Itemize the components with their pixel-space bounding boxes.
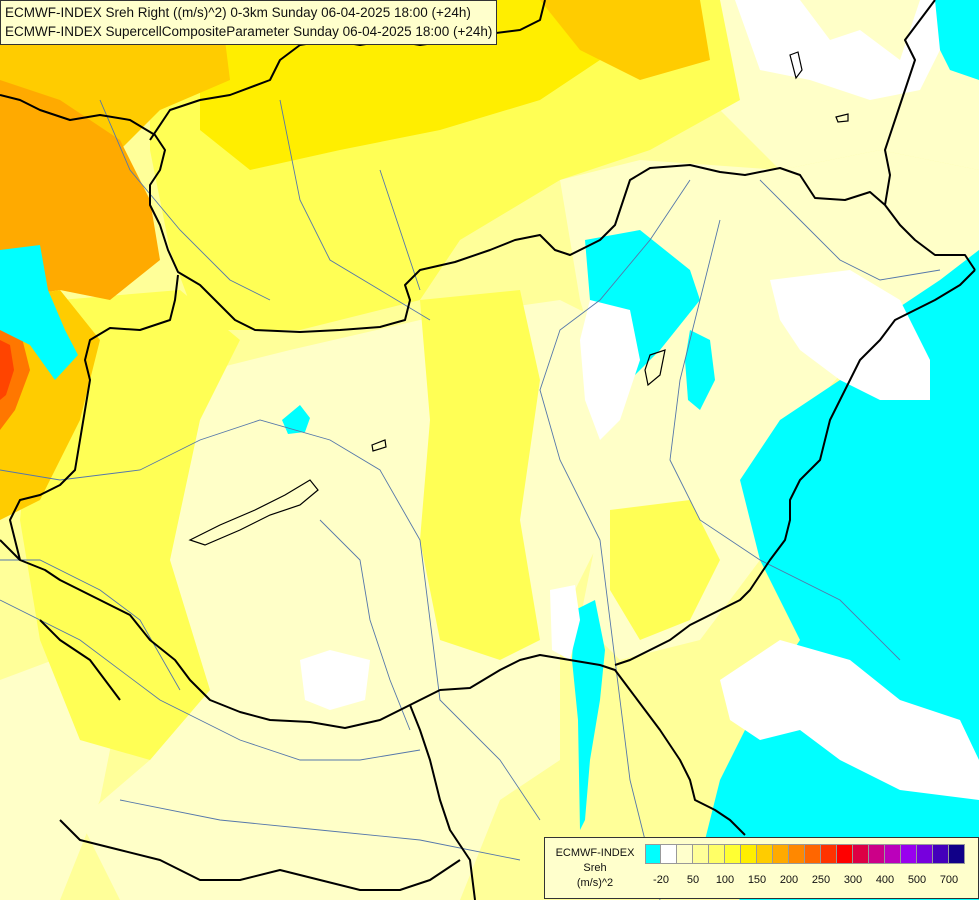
legend-ticks: -20 50 100 150 200 250 300 400 500 700 — [645, 874, 965, 890]
lake-northeast-2 — [835, 113, 849, 123]
legend-unit: (m/s)^2 — [576, 877, 614, 889]
field-white-south-center — [300, 650, 370, 710]
border-south — [59, 819, 461, 891]
legend-swatch — [645, 844, 661, 864]
legend-swatch — [837, 844, 853, 864]
legend-swatch — [821, 844, 837, 864]
border-east — [614, 269, 976, 666]
river-danube — [0, 419, 541, 821]
river-east-2 — [759, 179, 941, 281]
map-title-line-2: ECMWF-INDEX SupercellCompositeParameter … — [5, 24, 493, 39]
legend-tick-label: 250 — [811, 874, 831, 886]
river-north-2 — [379, 169, 421, 291]
border-northeast — [884, 0, 936, 206]
legend-swatch — [709, 844, 725, 864]
field-cyan-lake — [282, 405, 310, 434]
field-yellow-central-strip — [420, 290, 540, 660]
lake-balaton — [188, 479, 319, 546]
legend-tick-label: -20 — [653, 874, 669, 886]
field-yellow-southeast-cell — [610, 500, 720, 640]
legend-swatch — [901, 844, 917, 864]
legend-swatch — [853, 844, 869, 864]
river-south — [119, 799, 521, 861]
field-white-south-edge — [550, 585, 580, 660]
legend-swatch — [677, 844, 693, 864]
legend-tick-label: 400 — [875, 874, 895, 886]
map-title-line-1: ECMWF-INDEX Sreh Right ((m/s)^2) 0-3km S… — [5, 5, 471, 20]
legend-swatch — [741, 844, 757, 864]
lake-northeast — [789, 51, 803, 80]
field-white-northeast — [735, 0, 940, 100]
river-tisza — [539, 179, 691, 900]
field-white-east-mid — [580, 300, 640, 440]
legend-swatch — [869, 844, 885, 864]
river-east — [669, 219, 901, 661]
border-south-west-2 — [0, 539, 121, 701]
legend-swatches — [645, 844, 965, 864]
legend-swatch — [949, 844, 965, 864]
legend-swatch — [933, 844, 949, 864]
legend-swatch — [693, 844, 709, 864]
legend-text: ECMWF-INDEX Sreh (m/s)^2 — [547, 846, 643, 891]
field-red-orange-west — [0, 340, 14, 400]
border-north — [0, 94, 976, 333]
river-southwest — [0, 599, 421, 761]
legend-tick-label: 100 — [715, 874, 735, 886]
rivers — [0, 99, 941, 900]
map-title-box: ECMWF-INDEX Sreh Right ((m/s)^2) 0-3km S… — [0, 0, 498, 45]
border-southwest — [409, 704, 476, 900]
legend-tick-label: 150 — [747, 874, 767, 886]
field-cyan-strip — [685, 330, 715, 410]
legend-swatch — [917, 844, 933, 864]
field-white-east-ring — [770, 270, 930, 400]
color-legend: ECMWF-INDEX Sreh (m/s)^2 -20 50 100 150 200 2… — [544, 837, 979, 899]
field-cyan-west-lobe — [0, 245, 78, 380]
river-northwest — [99, 99, 271, 301]
legend-swatch — [805, 844, 821, 864]
river-north — [279, 99, 431, 321]
lakes — [188, 51, 849, 546]
legend-swatch — [773, 844, 789, 864]
field-cyan-south — [572, 600, 605, 830]
field-gold-north-center — [540, 0, 710, 80]
legend-swatch — [661, 844, 677, 864]
field-gold-west — [0, 290, 100, 520]
lake-small-center — [371, 439, 387, 452]
legend-parameter: Sreh — [583, 862, 607, 874]
legend-tick-label: 50 — [686, 874, 700, 886]
legend-swatch — [789, 844, 805, 864]
lake-small-east — [644, 349, 666, 387]
legend-tick-label: 200 — [779, 874, 799, 886]
legend-tick-label: 500 — [907, 874, 927, 886]
legend-swatch — [725, 844, 741, 864]
legend-tick-label: 700 — [939, 874, 959, 886]
legend-source: ECMWF-INDEX — [555, 847, 635, 859]
legend-tick-label: 300 — [843, 874, 863, 886]
field-white-southeast — [720, 640, 979, 800]
legend-swatch — [757, 844, 773, 864]
border-west — [9, 274, 746, 836]
river-center — [319, 519, 411, 731]
legend-swatch — [885, 844, 901, 864]
field-cyan-northeast-corner — [930, 0, 979, 80]
